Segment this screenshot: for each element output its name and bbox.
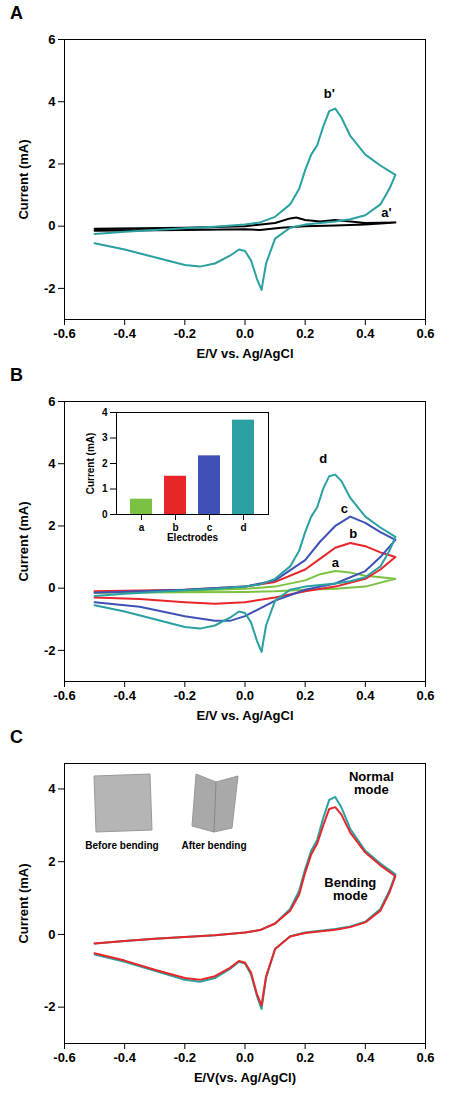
svg-text:0.4: 0.4 bbox=[356, 1050, 375, 1065]
html-text:After bending: After bending bbox=[181, 840, 247, 851]
svg-text:Current (mA): Current (mA) bbox=[85, 433, 96, 495]
svg-text:0: 0 bbox=[48, 218, 55, 233]
svg-text:-0.2: -0.2 bbox=[174, 326, 196, 341]
svg-text:0: 0 bbox=[102, 509, 108, 520]
html-text:C: C bbox=[10, 727, 23, 747]
svg-text:-2: -2 bbox=[44, 281, 56, 296]
svg-text:a: a bbox=[332, 555, 340, 570]
svg-text:E/V vs. Ag/AgCl: E/V vs. Ag/AgCl bbox=[196, 346, 293, 361]
html-text:Before bending: Before bending bbox=[85, 840, 159, 851]
svg-text:-0.4: -0.4 bbox=[113, 688, 136, 703]
svg-text:E/V vs. Ag/AgCl: E/V vs. Ag/AgCl bbox=[196, 708, 293, 723]
svg-text:-0.2: -0.2 bbox=[174, 688, 196, 703]
svg-text:-0.4: -0.4 bbox=[113, 1050, 136, 1065]
svg-text:4: 4 bbox=[102, 407, 108, 418]
svg-text:0.0: 0.0 bbox=[236, 688, 254, 703]
html-text:A: A bbox=[10, 3, 23, 23]
svg-text:-0.2: -0.2 bbox=[174, 1050, 196, 1065]
svg-text:b: b bbox=[349, 526, 357, 541]
svg-text:Bendingmode: Bendingmode bbox=[324, 875, 376, 903]
svg-text:0.0: 0.0 bbox=[236, 326, 254, 341]
svg-text:-0.6: -0.6 bbox=[53, 326, 75, 341]
svg-text:0.2: 0.2 bbox=[296, 326, 314, 341]
svg-text:-0.6: -0.6 bbox=[53, 688, 75, 703]
svg-text:-0.6: -0.6 bbox=[53, 1050, 75, 1065]
svg-text:-2: -2 bbox=[44, 643, 56, 658]
svg-text:b': b' bbox=[324, 86, 335, 101]
svg-text:Electrodes: Electrodes bbox=[167, 532, 219, 543]
svg-text:0.6: 0.6 bbox=[416, 326, 434, 341]
svg-text:6: 6 bbox=[48, 394, 55, 409]
svg-text:2: 2 bbox=[48, 518, 55, 533]
svg-text:d: d bbox=[319, 451, 327, 466]
svg-text:-0.4: -0.4 bbox=[113, 326, 136, 341]
svg-text:a: a bbox=[139, 522, 145, 533]
svg-text:4: 4 bbox=[48, 456, 56, 471]
svg-text:2: 2 bbox=[48, 854, 55, 869]
svg-text:0.4: 0.4 bbox=[356, 688, 375, 703]
svg-text:Current (mA): Current (mA) bbox=[16, 139, 31, 219]
svg-text:4: 4 bbox=[48, 781, 56, 796]
svg-text:0.4: 0.4 bbox=[356, 326, 375, 341]
svg-text:0.2: 0.2 bbox=[296, 1050, 314, 1065]
svg-text:Current (mA): Current (mA) bbox=[16, 863, 31, 943]
svg-text:0.0: 0.0 bbox=[236, 1050, 254, 1065]
svg-text:-2: -2 bbox=[44, 999, 56, 1014]
html-text:B: B bbox=[10, 365, 23, 385]
svg-text:0: 0 bbox=[48, 580, 55, 595]
svg-text:2: 2 bbox=[102, 458, 108, 469]
svg-text:0.2: 0.2 bbox=[296, 688, 314, 703]
svg-text:c: c bbox=[206, 521, 213, 533]
svg-text:2: 2 bbox=[48, 156, 55, 171]
svg-text:c: c bbox=[341, 501, 348, 516]
svg-text:0: 0 bbox=[48, 927, 55, 942]
svg-text:0.6: 0.6 bbox=[416, 1050, 434, 1065]
svg-text:6: 6 bbox=[48, 32, 55, 47]
svg-text:E/V(vs. Ag/AgCl): E/V(vs. Ag/AgCl) bbox=[194, 1070, 296, 1085]
svg-text:Current (mA): Current (mA) bbox=[16, 501, 31, 581]
svg-text:3: 3 bbox=[102, 432, 108, 443]
svg-text:1: 1 bbox=[102, 483, 108, 494]
svg-text:4: 4 bbox=[48, 94, 56, 109]
svg-text:b: b bbox=[172, 521, 179, 533]
svg-text:Normalmode: Normalmode bbox=[349, 769, 394, 797]
svg-text:d: d bbox=[240, 522, 246, 533]
svg-text:0.6: 0.6 bbox=[416, 688, 434, 703]
svg-text:a': a' bbox=[381, 205, 391, 220]
